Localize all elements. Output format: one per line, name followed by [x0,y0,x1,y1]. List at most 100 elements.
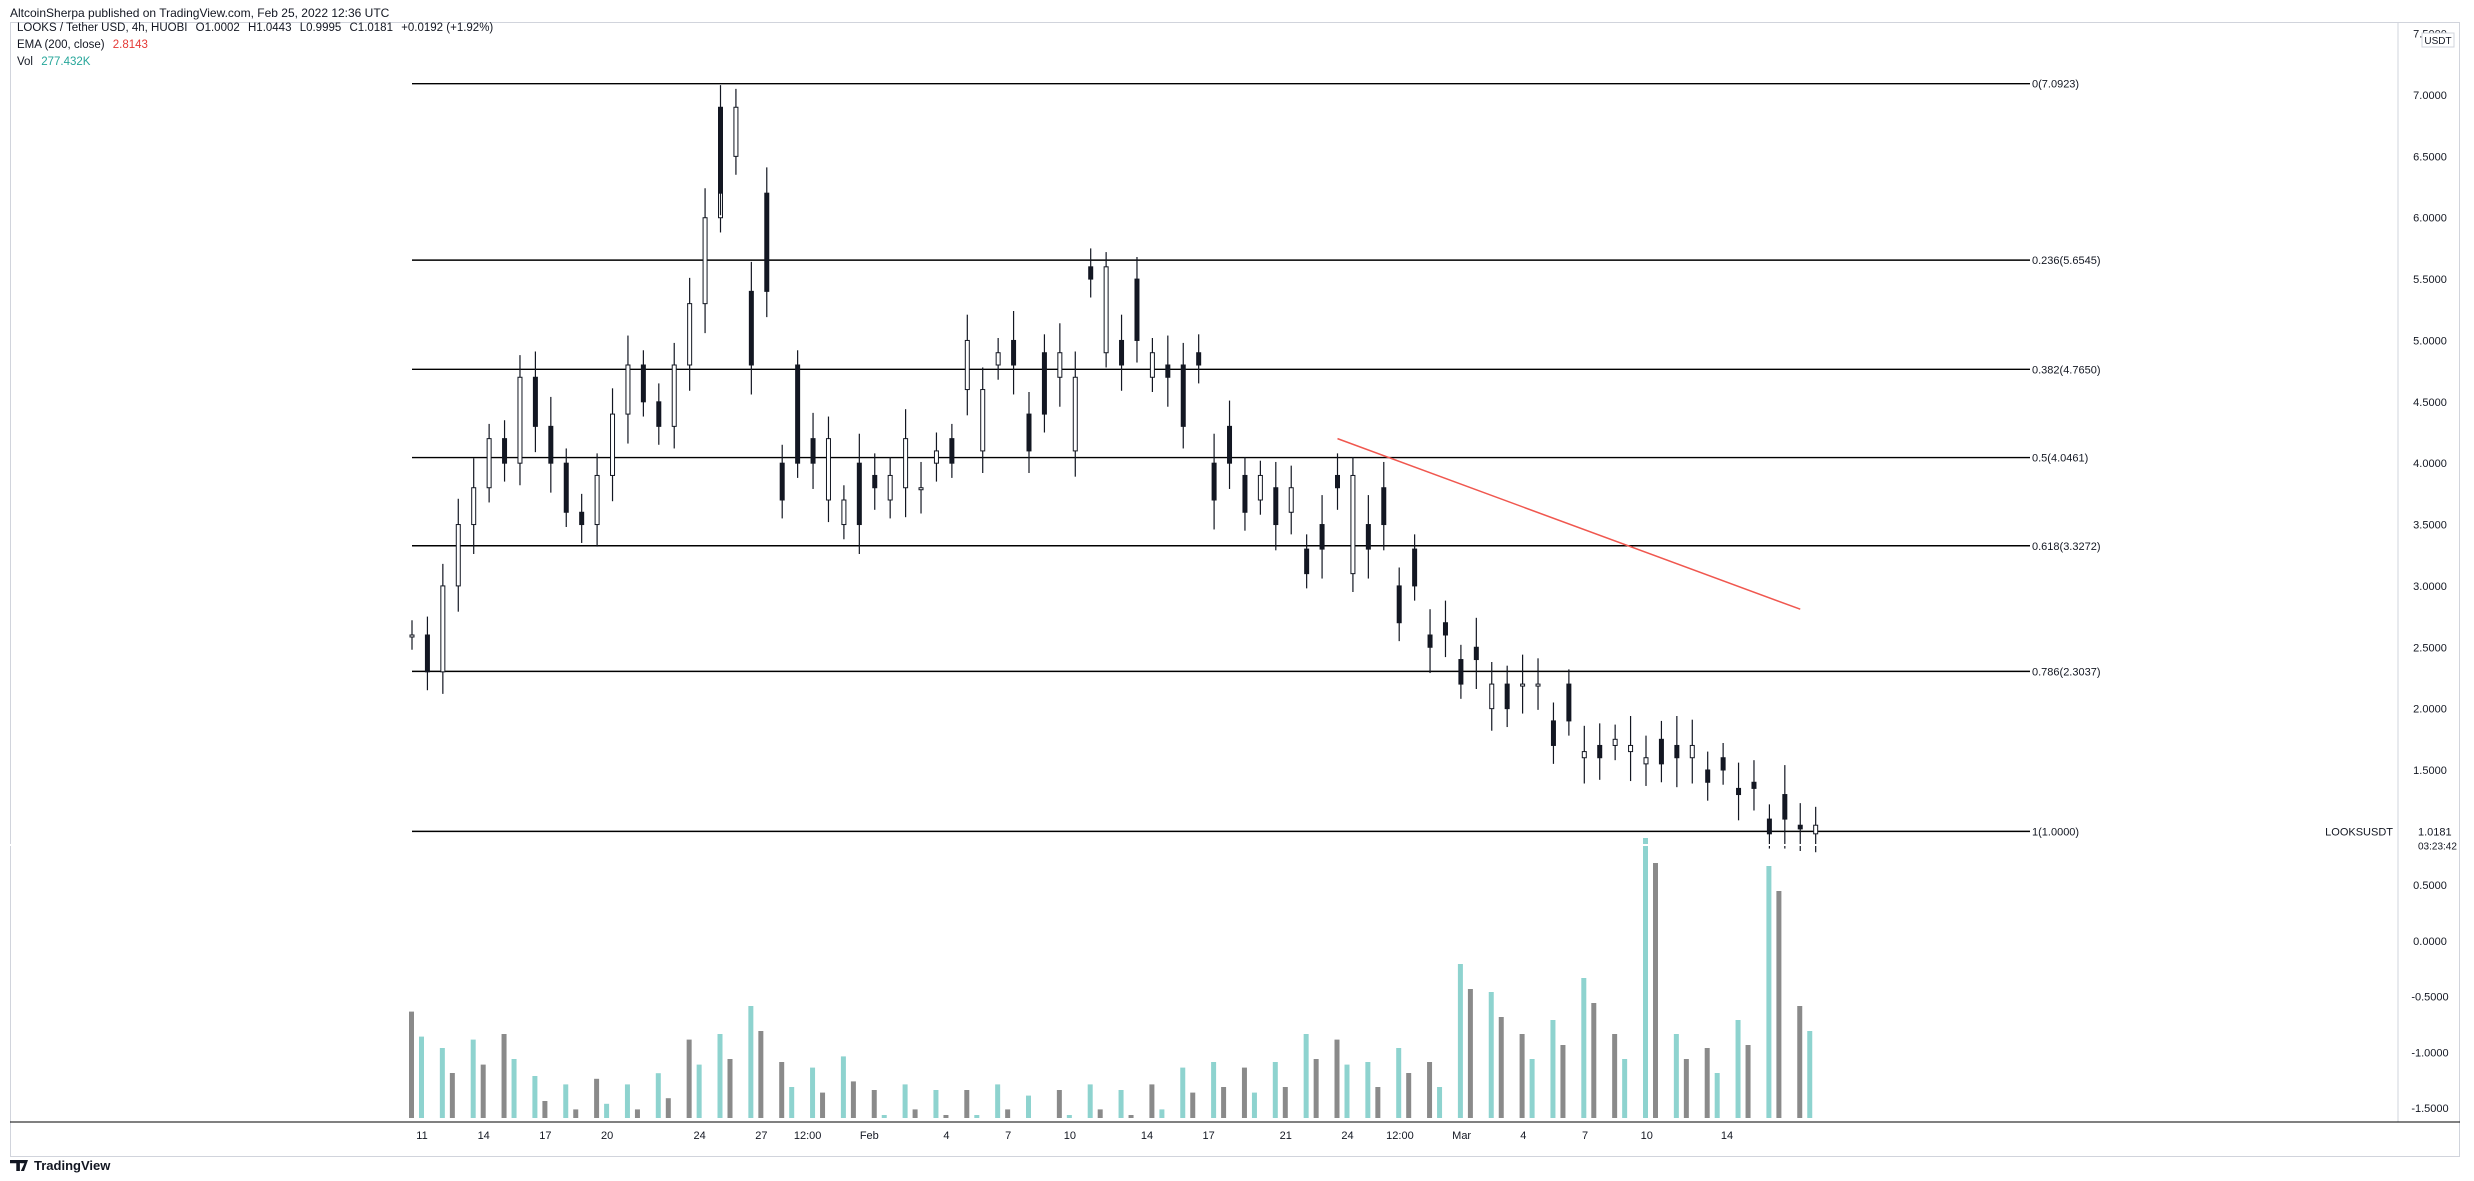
candle-body [486,438,492,489]
candle-body [1782,794,1788,820]
candle-body [702,217,708,305]
candle-body [1257,474,1263,501]
candle-body [1751,781,1757,789]
ema-line [1337,437,1801,610]
candle-body [1041,352,1047,415]
volume-bar [1653,863,1658,1118]
candle-body [1149,352,1155,378]
volume-bar [1735,1020,1741,1118]
candle-body [1643,757,1649,765]
time-tick-label: 12:00 [794,1130,822,1142]
tradingview-logo[interactable]: TradingView [10,1158,110,1173]
candle-body [1504,683,1510,710]
volume-bar [1313,1059,1319,1118]
candle-body [1227,425,1233,464]
candle-body [1396,585,1402,624]
volume-bar [964,1090,970,1118]
candle-body [440,585,446,673]
volume-bar [1128,1115,1134,1118]
volume-bar [1303,1034,1309,1118]
volume-bar [1375,1087,1381,1118]
volume-bar [1005,1109,1011,1118]
price-tick-label: 5.5000 [2413,274,2447,286]
volume-bar [480,1064,486,1118]
volume-bar [1427,1062,1433,1118]
symbol-legend: LOOKS / Tether USD, 4h, HUOBI O1.0002 H1… [17,22,493,34]
volume-bar [1251,1092,1257,1118]
candle-body [1242,474,1248,513]
volume-bar [881,1115,887,1118]
close-label: C [349,22,358,34]
volume-tick-label: 0.5000 [2413,880,2447,892]
time-tick-label: 20 [601,1130,613,1142]
countdown-label: 03:23:42 [2418,841,2457,852]
candle-body [841,499,847,526]
volume-bar [1272,1062,1278,1118]
volume-bar [1334,1039,1340,1118]
vol-value: 277.432K [41,56,91,68]
candle-body [1597,744,1603,759]
chart-frame [10,22,2460,1157]
candle-body [718,106,723,194]
candle-body [1026,413,1032,452]
close-value: 1.0181 [357,22,393,34]
candle-body [1304,548,1310,575]
volume-bar [1519,1034,1525,1118]
volume-bar [1643,838,1648,1118]
candle-body [1350,474,1356,575]
volume-bar [933,1090,939,1118]
candle-body [563,462,569,513]
candle-body [1072,376,1078,452]
candle-body [471,487,477,526]
candle-body [1319,524,1325,550]
candle-body [1581,751,1587,759]
symbol-tag: LOOKSUSDT [2325,826,2393,838]
candle-body [1566,683,1572,722]
time-tick-label: 14 [478,1130,490,1142]
volume-bar [594,1078,600,1118]
volume-bar [655,1073,661,1118]
candle-body [1427,634,1433,648]
time-tick-label: 4 [1520,1130,1526,1142]
volume-bar [1766,866,1772,1118]
candle-body [1628,744,1634,753]
volume-bar [449,1073,455,1118]
volume-bar [1026,1095,1031,1118]
volume-bar [439,1048,445,1118]
volume-bar [1190,1092,1196,1118]
time-tick-label: 10 [1641,1130,1653,1142]
volume-bar [1149,1084,1155,1118]
volume-bar [1591,1003,1597,1118]
price-tick-label: 6.0000 [2413,213,2447,225]
volume-bar [1396,1048,1402,1118]
currency-label: USDT [2424,36,2451,47]
fib-level-label: 1(1.0000) [2032,826,2079,838]
fib-level-label: 0.382(4.7650) [2032,364,2101,376]
candle-body [1196,352,1202,366]
volume-bar [1159,1109,1165,1118]
volume-bar [1118,1090,1124,1118]
volume-bar [573,1109,579,1118]
candle-body [1165,364,1171,378]
candle-body [903,438,909,489]
volume-bar [1560,1045,1566,1118]
candle-body [656,401,662,427]
volume-tick-label: 0.0000 [2413,936,2447,948]
volume-bar [624,1084,630,1118]
candle-body [856,462,862,526]
last-price-label: 1.0181 [2418,826,2452,838]
volume-bar [1457,964,1463,1118]
volume-bar [758,1031,764,1118]
candle-body [640,364,646,403]
volume-bar [409,1011,414,1118]
volume-bar [1673,1034,1679,1118]
price-tick-label: 1.5000 [2413,765,2447,777]
volume-bar [501,1034,507,1118]
volume-bar [1776,891,1782,1118]
candle-body [949,438,955,464]
volume-tick-label: -1.5000 [2411,1103,2448,1115]
volume-bar [542,1101,548,1118]
volume-bar [1488,992,1494,1118]
volume-bar [1221,1087,1227,1118]
